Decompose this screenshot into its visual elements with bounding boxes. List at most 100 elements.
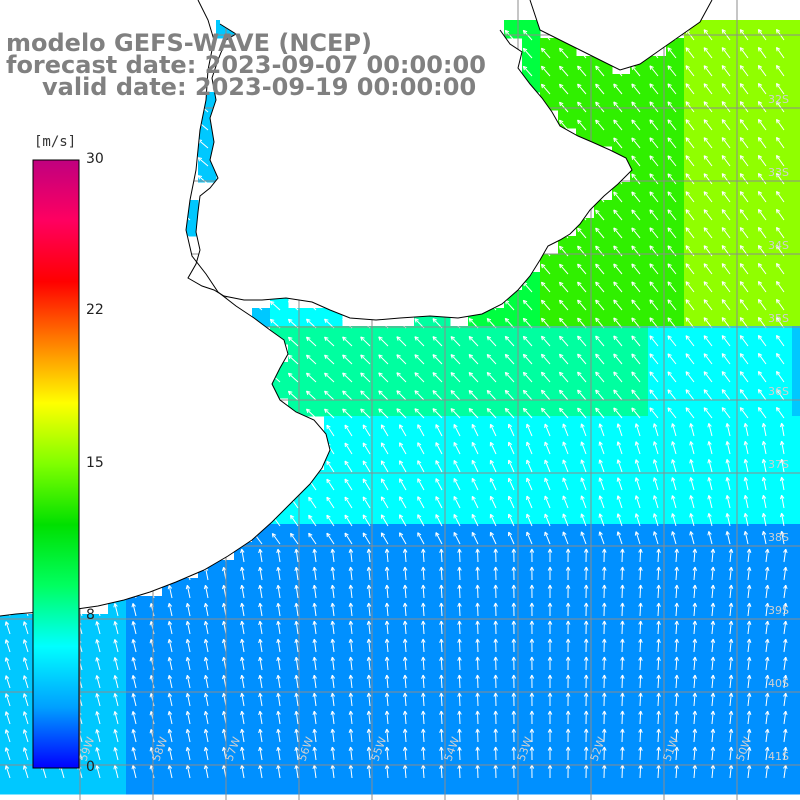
wind-arrow [595,227,605,239]
wind-arrow [631,407,641,419]
wind-arrow [649,83,659,95]
wind-arrow [779,512,785,527]
wind-arrow [674,728,679,743]
wind-arrow [475,584,480,599]
wind-arrow [529,692,535,707]
wind-arrow [22,711,29,725]
wind-arrow [559,101,569,113]
wind-arrow [703,389,713,401]
wind-arrow [692,602,698,617]
wind-arrow [620,692,625,707]
wind-arrow [649,155,659,167]
wind-arrow [631,299,641,311]
wind-arrow [287,372,299,383]
wind-arrow [294,638,299,653]
wind-arrow [276,602,281,617]
wind-arrow [547,584,553,598]
wind-arrow [240,638,245,653]
wind-arrow [562,531,569,545]
wind-arrow [631,335,641,347]
wind-arrow [721,407,731,419]
wind-arrow [667,353,677,365]
wind-arrow [471,531,479,545]
wind-arrow [775,316,785,329]
wind-arrow [671,477,677,491]
wind-arrow [547,746,553,760]
wind-arrow [402,584,408,599]
wind-arrow [493,710,498,725]
wind-arrow [294,764,299,779]
wind-arrow [602,566,607,581]
colorbar-tick-30: 30 [86,151,104,167]
colorbar [32,159,80,769]
wind-arrow [613,389,623,401]
wind-arrow [453,514,461,527]
wind-arrow [746,602,752,617]
wind-arrow [583,746,589,761]
wind-arrow [185,710,191,725]
wind-arrow [721,263,731,275]
wind-arrow [583,656,589,671]
wind-arrow [656,566,661,581]
wind-arrow [739,47,749,59]
wind-arrow [685,317,695,329]
wind-arrow [475,548,480,563]
wind-arrow [692,656,698,671]
wind-arrow [595,371,605,383]
wind-arrow [399,442,407,455]
wind-arrow [783,692,788,707]
wind-arrow [453,442,461,455]
wind-arrow [757,191,767,203]
wind-arrow [240,620,245,635]
wind-arrow [511,638,517,653]
wind-arrow [276,566,281,581]
wind-arrow [457,602,462,617]
wind-arrow [402,746,408,761]
wind-arrow [613,371,623,383]
wind-arrow [685,389,695,401]
wind-arrow [421,620,426,635]
wind-arrow [421,656,426,671]
wind-arrow [360,336,371,347]
wind-arrow [649,299,659,311]
wind-arrow [547,656,553,670]
wind-arrow [638,710,643,725]
wind-arrow [22,621,29,635]
wind-arrow [4,639,11,653]
wind-arrow [475,710,480,725]
wind-arrow [743,476,749,491]
wind-arrow [421,638,426,653]
wind-arrow [417,496,425,509]
wind-arrow [417,460,425,473]
wind-arrow [348,548,354,563]
wind-arrow [613,209,623,221]
wind-arrow [324,336,335,347]
wind-arrow [565,746,571,761]
wind-arrow [656,620,661,635]
wind-arrow [544,459,551,473]
wind-arrow [775,172,785,185]
wind-arrow [544,441,551,455]
wind-arrow [22,765,29,779]
wind-arrow [631,281,641,293]
wind-arrow [197,157,209,167]
wind-arrow [287,354,299,365]
wind-arrow [432,372,443,383]
wind-arrow [203,584,209,599]
wind-arrow [565,656,571,671]
wind-arrow [649,281,659,293]
wind-arrow [290,532,299,545]
wind-arrow [435,514,443,527]
wind-arrow [602,548,607,563]
wind-arrow [308,496,317,509]
wind-arrow [294,566,299,581]
wind-arrow [185,620,191,635]
wind-arrow [757,317,767,329]
wind-arrow [380,442,389,455]
wind-arrow [710,656,716,671]
wind-arrow [522,299,533,311]
wind-arrow [703,65,713,77]
wind-arrow [439,710,444,725]
wind-arrow [638,656,643,671]
wind-arrow [739,317,749,329]
